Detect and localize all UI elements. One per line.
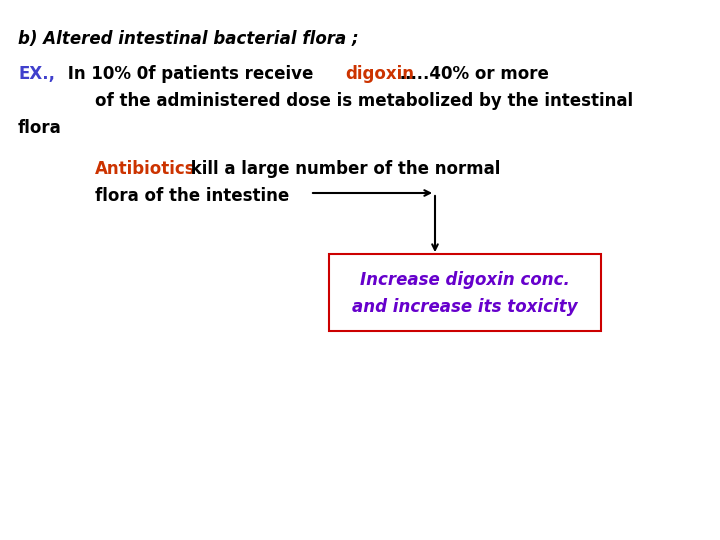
Text: of the administered dose is metabolized by the intestinal: of the administered dose is metabolized … <box>95 92 633 110</box>
Text: Increase digoxin conc.: Increase digoxin conc. <box>360 271 570 289</box>
Text: flora: flora <box>18 119 62 137</box>
Text: and increase its toxicity: and increase its toxicity <box>352 299 578 316</box>
Text: …..40% or more: …..40% or more <box>400 65 549 83</box>
Text: Antibiotics: Antibiotics <box>95 160 196 178</box>
Text: In 10% 0f patients receive: In 10% 0f patients receive <box>62 65 319 83</box>
Text: digoxin: digoxin <box>345 65 414 83</box>
FancyBboxPatch shape <box>329 254 601 331</box>
Text: flora of the intestine: flora of the intestine <box>95 187 289 205</box>
Text: EX.,: EX., <box>18 65 55 83</box>
Text: kill a large number of the normal: kill a large number of the normal <box>185 160 500 178</box>
Text: b) Altered intestinal bacterial flora ;: b) Altered intestinal bacterial flora ; <box>18 30 359 48</box>
